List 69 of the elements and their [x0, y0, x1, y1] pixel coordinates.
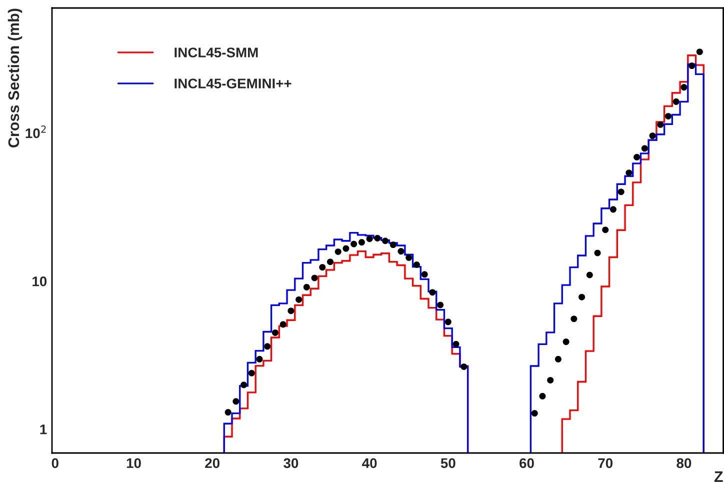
point [256, 356, 263, 362]
point [398, 248, 404, 255]
x-tick-label: 20 [205, 458, 220, 468]
point [641, 145, 648, 152]
point [224, 409, 232, 416]
point [664, 112, 672, 120]
point [562, 338, 570, 346]
point [578, 294, 586, 300]
point [680, 84, 688, 91]
point [280, 321, 286, 328]
x-tick-label: 40 [362, 458, 377, 468]
y-axis-title: Cross Section (mb) [8, 8, 22, 148]
point [288, 308, 294, 314]
point [610, 206, 616, 213]
point [429, 289, 436, 296]
point [531, 410, 538, 417]
x-tick-label: 30 [284, 458, 298, 468]
point [547, 376, 554, 384]
point [413, 261, 420, 268]
point [602, 226, 609, 234]
x-tick-label: 10 [126, 458, 141, 468]
point [554, 356, 562, 362]
point [672, 98, 680, 105]
y-tick-label: 10$^{2}$ [26, 125, 46, 138]
point [232, 398, 240, 405]
point [272, 329, 278, 336]
point [311, 274, 318, 282]
point [390, 242, 396, 248]
point [406, 254, 412, 261]
y-tick-label: 10 [32, 276, 47, 286]
x-tick-label: 80 [676, 458, 692, 468]
y-tick-label: 1 [40, 424, 47, 434]
point [366, 236, 373, 242]
point [452, 340, 460, 348]
point [264, 343, 271, 350]
x-tick-label: 70 [598, 458, 613, 468]
point [319, 264, 326, 271]
point [657, 121, 664, 128]
point [460, 363, 468, 370]
point [382, 238, 389, 244]
point [586, 272, 593, 278]
point [539, 392, 546, 400]
point [342, 245, 350, 252]
point [327, 258, 334, 266]
point [626, 170, 632, 176]
point [334, 248, 342, 255]
point [688, 62, 696, 70]
point [374, 234, 381, 242]
x-tick-label: 60 [520, 458, 534, 468]
point [421, 271, 428, 278]
point [240, 382, 248, 388]
point [296, 296, 302, 303]
point [634, 154, 640, 160]
legend-label: INCL45-GEMINI++ [174, 78, 292, 88]
point [303, 284, 310, 290]
x-tick-label: 50 [440, 458, 456, 468]
point [437, 302, 444, 308]
point [649, 132, 656, 140]
x-axis-title: Z [714, 471, 723, 482]
point [696, 48, 703, 56]
point [248, 370, 255, 376]
point [358, 239, 365, 246]
x-tick-label: 0 [52, 458, 58, 468]
point [594, 250, 601, 256]
point [350, 240, 358, 248]
point [570, 316, 578, 322]
legend-label: INCL45-SMM [174, 48, 258, 58]
point [618, 188, 624, 196]
point [444, 318, 452, 326]
